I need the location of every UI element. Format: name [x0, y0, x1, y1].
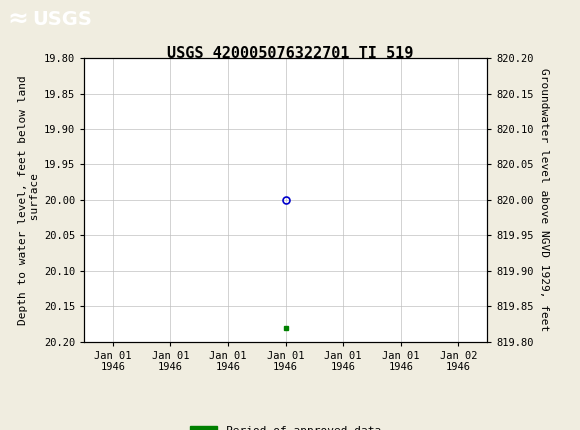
Text: ≈: ≈ — [7, 8, 28, 32]
Text: USGS 420005076322701 TI 519: USGS 420005076322701 TI 519 — [167, 46, 413, 61]
Y-axis label: Depth to water level, feet below land
 surface: Depth to water level, feet below land su… — [18, 75, 39, 325]
Legend: Period of approved data: Period of approved data — [185, 421, 386, 430]
Y-axis label: Groundwater level above NGVD 1929, feet: Groundwater level above NGVD 1929, feet — [539, 68, 549, 332]
Text: USGS: USGS — [32, 10, 92, 30]
